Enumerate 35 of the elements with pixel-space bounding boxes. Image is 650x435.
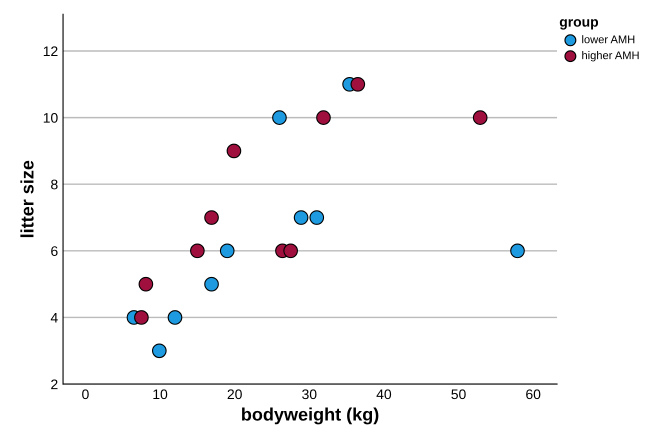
point xyxy=(190,244,205,258)
point xyxy=(168,310,182,325)
point xyxy=(510,244,525,258)
y-tick-label: 2 xyxy=(51,379,58,390)
y-axis-title: litter size xyxy=(20,160,34,238)
x-tick-label: 60 xyxy=(526,389,540,400)
y-tick-label: 4 xyxy=(50,312,58,323)
x-tick-label: 30 xyxy=(302,389,316,400)
point xyxy=(204,210,219,225)
y-tick-label: 10 xyxy=(44,112,58,123)
point xyxy=(204,276,219,292)
legend-label: lower AMH xyxy=(582,35,634,44)
x-tick-label: 10 xyxy=(153,389,168,400)
x-tick-label: 40 xyxy=(376,389,392,400)
point xyxy=(472,110,488,125)
point xyxy=(272,110,287,125)
point xyxy=(350,76,366,92)
y-tick-label: 6 xyxy=(51,246,58,256)
point xyxy=(294,210,308,225)
point xyxy=(134,310,149,325)
x-tick-label: 20 xyxy=(228,389,242,400)
point xyxy=(316,110,331,125)
point xyxy=(220,244,235,258)
point xyxy=(138,276,154,292)
x-axis-title: bodyweight (kg) xyxy=(242,407,378,424)
point xyxy=(152,343,167,358)
y-tick-label: 8 xyxy=(51,180,58,190)
point xyxy=(226,144,242,158)
y-tick-label: 12 xyxy=(44,46,58,56)
legend-label: higher AMH xyxy=(582,51,639,62)
x-tick-label: 0 xyxy=(82,389,89,400)
point xyxy=(309,210,324,225)
x-tick-label: 50 xyxy=(451,389,466,400)
legend-title: group xyxy=(560,19,598,30)
point xyxy=(283,244,298,258)
